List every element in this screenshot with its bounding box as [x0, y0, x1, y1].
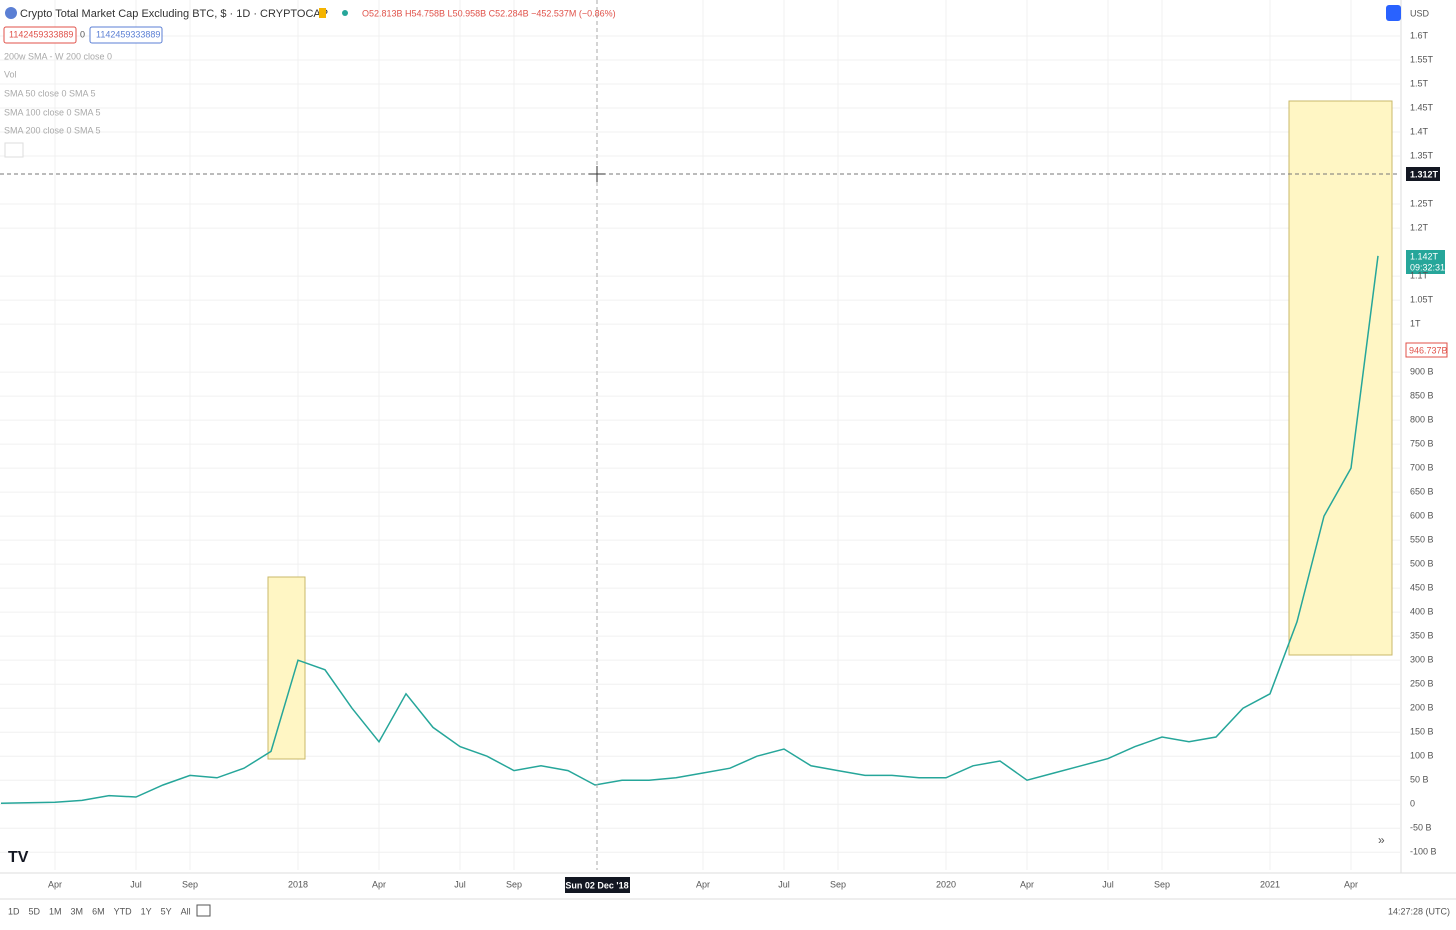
x-tick-label: Jul	[130, 879, 142, 889]
y-tick-label: 150 B	[1410, 727, 1434, 737]
range-button[interactable]: 3M	[71, 906, 84, 916]
collapse-button[interactable]	[4, 142, 24, 158]
clock: 14:27:28 (UTC)	[1388, 906, 1450, 916]
y-tick-label: 850 B	[1410, 390, 1434, 400]
crosshair-price-box	[1406, 167, 1440, 181]
y-tick-label: 1.25T	[1410, 198, 1434, 208]
y-tick-label: 350 B	[1410, 631, 1434, 641]
y-tick-label: -50 B	[1410, 823, 1432, 833]
x-tick-label: Apr	[1344, 879, 1358, 889]
y-tick-label: 1.5T	[1410, 78, 1429, 88]
last-price: 1.142T	[1410, 251, 1439, 261]
y-tick-label: 550 B	[1410, 535, 1434, 545]
input-box[interactable]	[89, 26, 163, 44]
last-price-box	[1406, 250, 1445, 274]
highlight-box	[267, 576, 306, 760]
range-button[interactable]: 1M	[49, 906, 62, 916]
range-button[interactable]: 5D	[29, 906, 41, 916]
grid	[0, 0, 1400, 870]
input[interactable]: 1142459333889	[96, 29, 160, 39]
y-tick-label: -100 B	[1410, 847, 1437, 857]
x-tick-label: 2018	[288, 879, 308, 889]
ohlc: O52.813B H54.758B L50.958B C52.284B −452…	[362, 8, 616, 18]
cursor	[589, 166, 605, 182]
range-button[interactable]: 6M	[92, 906, 105, 916]
range-button[interactable]: All	[181, 906, 191, 916]
x-tick-label: Sep	[1154, 879, 1170, 889]
x-tick-label: 2021	[1260, 879, 1280, 889]
marker-price: 946.737B	[1409, 345, 1448, 355]
y-tick-label: 1.35T	[1410, 150, 1434, 160]
flag	[319, 8, 326, 18]
marker-price-box	[1405, 342, 1448, 358]
input[interactable]: 1142459333889	[9, 29, 73, 39]
x-tick-label: Apr	[696, 879, 710, 889]
y-tick-label: 1.1T	[1410, 270, 1429, 280]
indicator[interactable]: Vol	[4, 69, 17, 79]
y-tick-label: 600 B	[1410, 511, 1434, 521]
x-tick-label: Apr	[1020, 879, 1034, 889]
range-button[interactable]: 1Y	[141, 906, 152, 916]
title: Crypto Total Market Cap Excluding BTC, $…	[20, 8, 328, 20]
currency[interactable]: USD	[1410, 8, 1430, 18]
x-tick-label: Apr	[372, 879, 386, 889]
price-line	[0, 255, 1379, 805]
range-button[interactable]: 5Y	[161, 906, 172, 916]
plot	[0, 255, 1379, 805]
scroll-button[interactable]: »	[1378, 833, 1385, 847]
input: 0	[80, 29, 85, 39]
indicator[interactable]: SMA 50 close 0 SMA 5	[4, 88, 96, 98]
x-tick-label: Jul	[454, 879, 466, 889]
y-tick-label: 900 B	[1410, 366, 1434, 376]
y-tick-label: 800 B	[1410, 414, 1434, 424]
y-tick-label: 650 B	[1410, 487, 1434, 497]
y-tick-label: 1.45T	[1410, 102, 1434, 112]
crosshair-price: 1.312T	[1410, 169, 1439, 179]
x-tick-label: Jul	[1102, 879, 1114, 889]
y-tick-label: 1.05T	[1410, 294, 1434, 304]
highlight-box	[1288, 100, 1393, 656]
indicator[interactable]: SMA 100 close 0 SMA 5	[4, 107, 101, 117]
crosshair-date-box	[565, 877, 630, 893]
y-tick-label: 500 B	[1410, 559, 1434, 569]
range-button[interactable]: YTD	[114, 906, 133, 916]
y-tick-label: 1.6T	[1410, 30, 1429, 40]
x-tick-label: Sep	[506, 879, 522, 889]
y-tick-label: 1.2T	[1410, 222, 1429, 232]
y-tick-label: 1T	[1410, 318, 1421, 328]
date-range-icon[interactable]	[196, 904, 211, 917]
y-tick-label: 300 B	[1410, 655, 1434, 665]
x-tick-label: Sep	[182, 879, 198, 889]
x-tick-label: Sep	[830, 879, 846, 889]
y-tick-label: 750 B	[1410, 438, 1434, 448]
logo: TV	[8, 849, 29, 866]
y-tick-label: 450 B	[1410, 583, 1434, 593]
status-dot	[342, 10, 348, 16]
indicator[interactable]: SMA 200 close 0 SMA 5	[4, 125, 101, 135]
countdown: 09:32:31	[1410, 262, 1445, 272]
y-tick-label: 250 B	[1410, 679, 1434, 689]
currency-icon[interactable]	[1386, 5, 1401, 21]
x-tick-label: Jul	[778, 879, 790, 889]
y-tick-label: 1.4T	[1410, 126, 1429, 136]
symbol-icon	[5, 7, 17, 19]
y-tick-label: 400 B	[1410, 607, 1434, 617]
y-tick-label: 200 B	[1410, 703, 1434, 713]
y-tick-label: 1.55T	[1410, 54, 1434, 64]
input-box[interactable]	[3, 26, 77, 44]
y-tick-label: 700 B	[1410, 463, 1434, 473]
range-button[interactable]: 1D	[8, 906, 20, 916]
y-tick-label: 0	[1410, 799, 1415, 809]
range-bar: 1D 5D 1M 3M 6M YTD 1Y 5Y All	[8, 906, 191, 916]
y-tick-label: 100 B	[1410, 751, 1434, 761]
x-tick-label: 2020	[936, 879, 956, 889]
y-tick-label: 50 B	[1410, 775, 1429, 785]
indicator[interactable]: 200w SMA - W 200 close 0	[4, 51, 112, 61]
crosshair-date: Sun 02 Dec '18	[565, 880, 628, 890]
x-tick-label: Apr	[48, 879, 62, 889]
